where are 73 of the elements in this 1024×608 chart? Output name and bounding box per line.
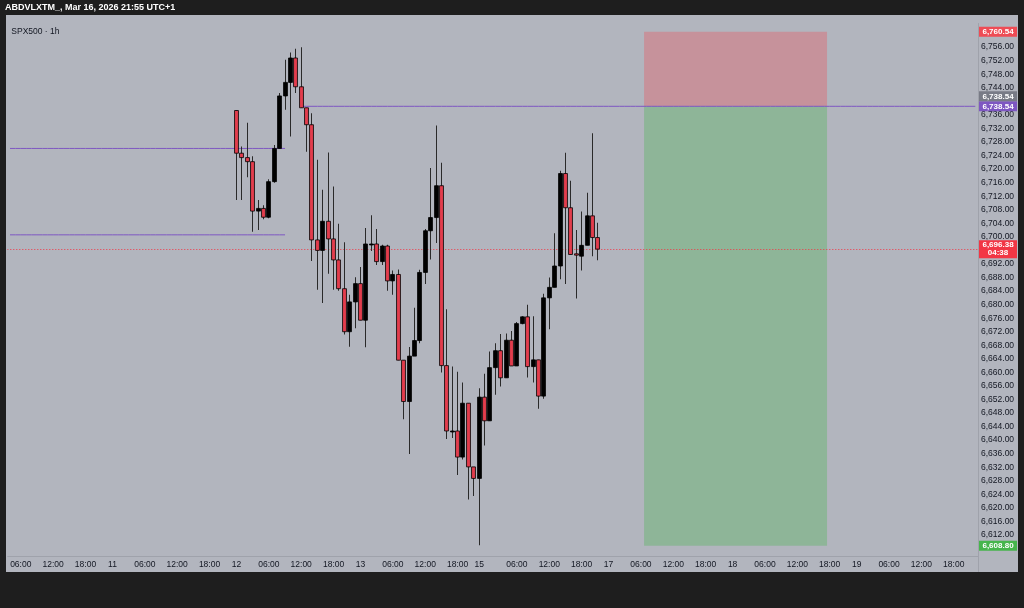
y-tick-label: 6,700.00	[981, 231, 1015, 242]
y-tick-label: 6,684.00	[981, 285, 1015, 296]
y-tick-label: 6,672.00	[981, 326, 1015, 337]
y-tick-label: 6,660.00	[981, 366, 1015, 377]
x-tick-label: 12:00	[786, 559, 809, 570]
y-tick-label: 6,668.00	[981, 339, 1015, 350]
x-tick-label: 12:00	[910, 559, 933, 570]
y-tick-label: 6,620.00	[981, 502, 1015, 513]
y-tick-label: 6,712.00	[981, 190, 1015, 201]
x-tick-label: 06:00	[630, 559, 652, 570]
x-tick-label: 06:00	[134, 559, 156, 570]
y-tick-label: 6,676.00	[981, 312, 1015, 323]
x-tick-label: 18:00	[74, 559, 97, 570]
y-tick-label: 6,744.00	[981, 82, 1015, 93]
x-tick-label: 12:00	[414, 559, 437, 570]
data-label: 6,738.54	[982, 101, 1015, 111]
x-tick-label: 18:00	[819, 559, 841, 570]
y-tick-label: 6,728.00	[981, 136, 1015, 147]
x-tick-label: 12:00	[290, 559, 313, 570]
y-tick-label: 6,656.00	[981, 380, 1015, 391]
x-tick-label: 06:00	[258, 559, 280, 570]
y-tick-label: 6,748.00	[981, 68, 1015, 79]
y-tick-label: 6,752.00	[981, 55, 1015, 66]
x-tick-label: 12:00	[42, 559, 65, 570]
x-tick-label: 06:00	[382, 559, 404, 570]
y-tick-label: 6,692.00	[981, 258, 1015, 269]
y-tick-label: 6,664.00	[981, 353, 1015, 364]
x-tick-label: 19	[851, 559, 862, 570]
y-tick-label: 6,756.00	[981, 41, 1015, 52]
x-tick-label: 18:00	[198, 559, 221, 570]
x-tick-label: 06:00	[506, 559, 528, 570]
y-tick-label: 6,708.00	[981, 204, 1015, 215]
text: SPX500 · 1h	[11, 26, 60, 37]
x-tick-label: 17	[603, 559, 614, 570]
x-tick-label: 06:00	[10, 559, 32, 570]
text: 6,738.54	[982, 91, 1015, 101]
x-tick-label: 11	[108, 559, 118, 570]
x-tick-label: 18:00	[570, 559, 593, 570]
y-tick-label: 6,736.00	[981, 109, 1015, 120]
y-tick-label: 6,636.00	[981, 448, 1015, 459]
text: ABDVLXTM_, Mar 16, 2026 21:55 UTC+1	[5, 2, 176, 13]
y-tick-label: 6,648.00	[981, 407, 1015, 418]
x-tick-label: 18:00	[322, 559, 345, 570]
y-tick-label: 6,724.00	[981, 149, 1015, 160]
y-tick-label: 6,624.00	[981, 488, 1015, 499]
y-tick-label: 6,688.00	[981, 271, 1015, 282]
text: 6,760.54	[982, 26, 1015, 36]
x-tick-label: 12:00	[662, 559, 685, 570]
y-tick-label: 6,652.00	[981, 393, 1015, 404]
x-tick-label: 18	[727, 559, 738, 570]
x-tick-label: 12	[231, 559, 242, 570]
x-tick-label: 15	[474, 559, 485, 570]
y-tick-label: 6,616.00	[981, 515, 1015, 526]
x-tick-label: 18:00	[695, 559, 717, 570]
x-tick-label: 06:00	[878, 559, 900, 570]
x-tick-label: 12:00	[166, 559, 189, 570]
x-tick-label: 18:00	[943, 559, 965, 570]
x-tick-label: 18:00	[446, 559, 469, 570]
ref-line-label: 6,696.38 04:38	[982, 240, 1015, 258]
x-tick-label: 06:00	[754, 559, 776, 570]
text: 6,608.80	[982, 541, 1015, 551]
y-tick-label: 6,644.00	[981, 420, 1015, 431]
y-tick-label: 6,612.00	[981, 529, 1015, 540]
y-tick-label: 6,732.00	[981, 122, 1015, 133]
y-tick-label: 6,720.00	[981, 163, 1015, 174]
y-tick-label: 6,640.00	[981, 434, 1015, 445]
y-tick-label: 6,716.00	[981, 177, 1015, 188]
x-tick-label: 13	[355, 559, 366, 570]
y-tick-label: 6,704.00	[981, 217, 1015, 228]
y-tick-label: 6,628.00	[981, 475, 1015, 486]
y-tick-label: 6,632.00	[981, 461, 1015, 472]
x-tick-label: 12:00	[538, 559, 561, 570]
y-tick-label: 6,680.00	[981, 298, 1015, 309]
